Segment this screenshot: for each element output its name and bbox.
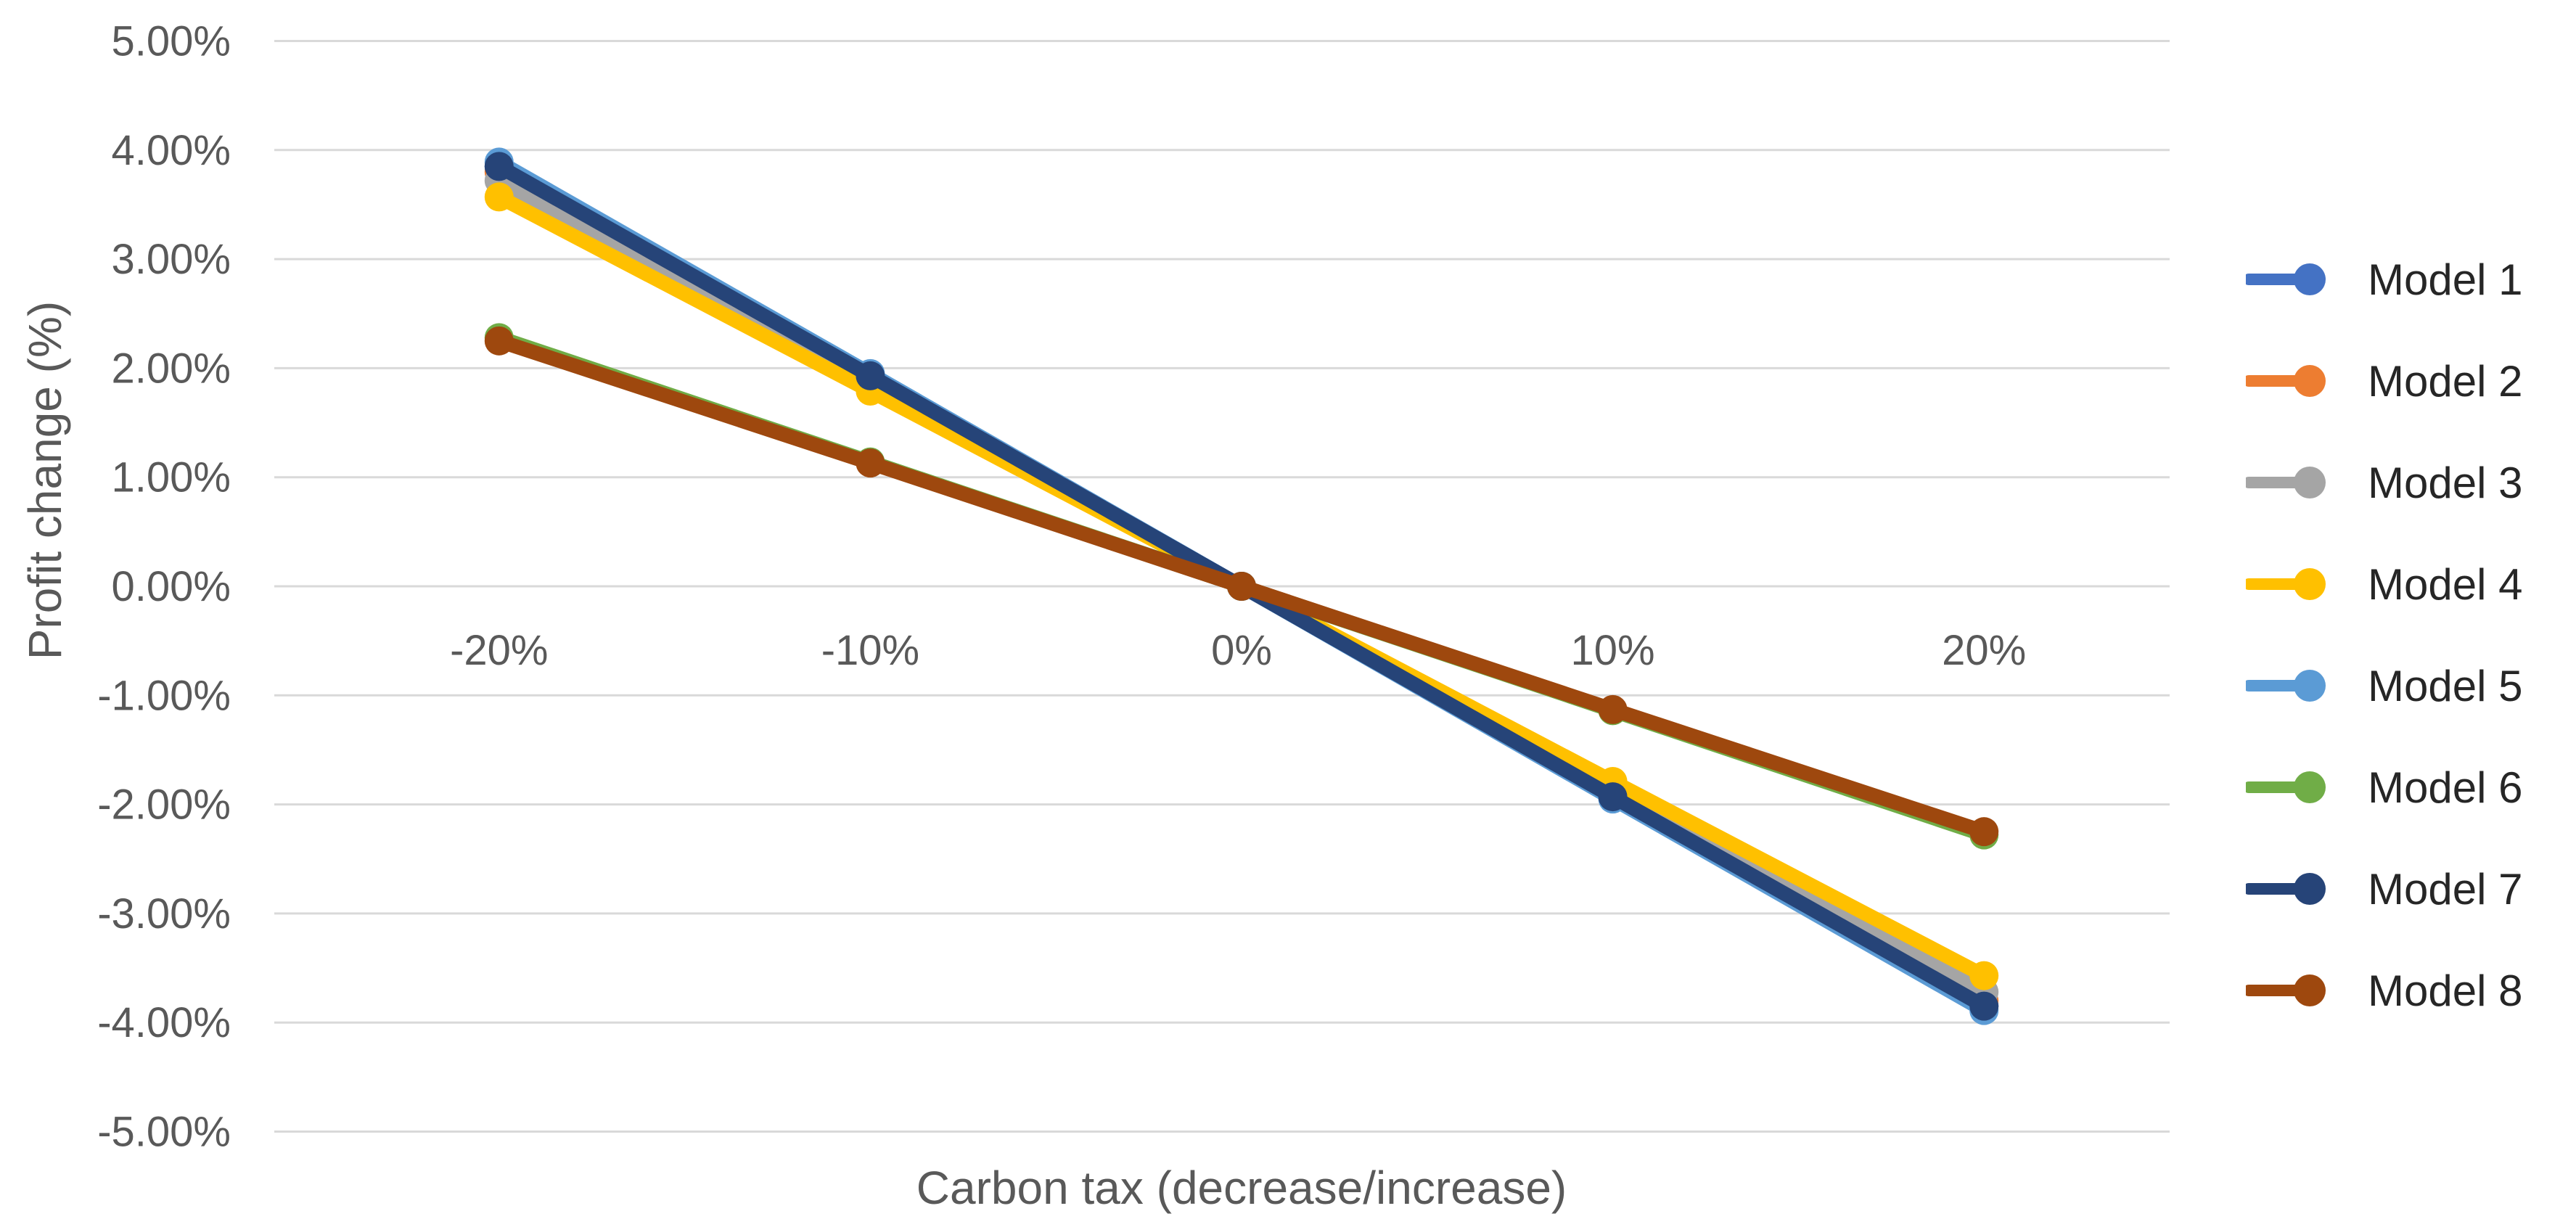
y-tick-label: 2.00% [112, 345, 231, 392]
x-tick-label: 10% [1571, 627, 1655, 674]
legend-circle-marker-icon [2294, 873, 2326, 905]
legend-item-model-5: Model 5 [2246, 635, 2522, 736]
legend-line-marker-icon [2246, 974, 2326, 1006]
data-point-marker-model-7 [856, 361, 885, 390]
legend: Model 1 Model 2 Model 3 Model 4 Model 5 Model… [2246, 229, 2522, 1041]
legend-label: Model 8 [2368, 966, 2523, 1015]
data-point-marker-model-7 [1598, 782, 1628, 812]
x-axis-title: Carbon tax (decrease/increase) [916, 1162, 1567, 1214]
y-axis-title: Profit change (%) [19, 300, 71, 660]
x-tick-label: -20% [450, 627, 548, 674]
legend-label: Model 7 [2368, 864, 2523, 914]
y-tick-label: -3.00% [97, 890, 231, 937]
data-point-marker-model-7 [484, 152, 514, 181]
legend-circle-marker-icon [2294, 771, 2326, 803]
legend-line-marker-icon [2246, 467, 2326, 498]
legend-circle-marker-icon [2294, 365, 2326, 397]
legend-label: Model 2 [2368, 356, 2523, 406]
y-tick-label: 0.00% [112, 563, 231, 610]
legend-item-model-7: Model 7 [2246, 838, 2522, 940]
x-tick-label: 20% [1942, 627, 2026, 674]
data-point-marker-model-4 [1969, 961, 1999, 990]
data-point-marker-model-7 [1969, 991, 1999, 1021]
y-tick-label: -1.00% [97, 672, 231, 719]
legend-label: Model 4 [2368, 559, 2523, 609]
legend-label: Model 1 [2368, 255, 2523, 304]
y-tick-label: 4.00% [112, 127, 231, 174]
x-tick-label: -10% [821, 627, 919, 674]
legend-circle-marker-icon [2294, 467, 2326, 498]
legend-item-model-3: Model 3 [2246, 432, 2522, 533]
legend-item-model-4: Model 4 [2246, 533, 2522, 635]
legend-line-marker-icon [2246, 771, 2326, 803]
legend-circle-marker-icon [2294, 263, 2326, 295]
legend-line-marker-icon [2246, 873, 2326, 905]
legend-label: Model 5 [2368, 661, 2523, 710]
legend-line-marker-icon [2246, 365, 2326, 397]
legend-circle-marker-icon [2294, 974, 2326, 1006]
legend-label: Model 6 [2368, 763, 2523, 812]
legend-circle-marker-icon [2294, 568, 2326, 600]
data-point-marker-model-8 [1227, 572, 1256, 601]
y-tick-label: -2.00% [97, 781, 231, 829]
data-point-marker-model-8 [1598, 694, 1628, 724]
legend-circle-marker-icon [2294, 670, 2326, 702]
legend-line-marker-icon [2246, 263, 2326, 295]
y-tick-label: -5.00% [97, 1109, 231, 1156]
legend-item-model-1: Model 1 [2246, 229, 2522, 330]
legend-item-model-2: Model 2 [2246, 330, 2522, 432]
data-point-marker-model-4 [484, 182, 514, 212]
data-point-marker-model-8 [856, 448, 885, 478]
legend-line-marker-icon [2246, 670, 2326, 702]
y-tick-label: -4.00% [97, 999, 231, 1046]
data-point-marker-model-8 [1969, 817, 1999, 847]
data-point-marker-model-8 [484, 326, 514, 356]
y-tick-label: 3.00% [112, 236, 231, 283]
y-tick-label: 5.00% [112, 18, 231, 65]
legend-line-marker-icon [2246, 568, 2326, 600]
legend-item-model-8: Model 8 [2246, 940, 2522, 1041]
y-tick-label: 1.00% [112, 454, 231, 501]
x-tick-label: 0% [1211, 627, 1272, 674]
legend-label: Model 3 [2368, 458, 2523, 507]
legend-item-model-6: Model 6 [2246, 736, 2522, 838]
